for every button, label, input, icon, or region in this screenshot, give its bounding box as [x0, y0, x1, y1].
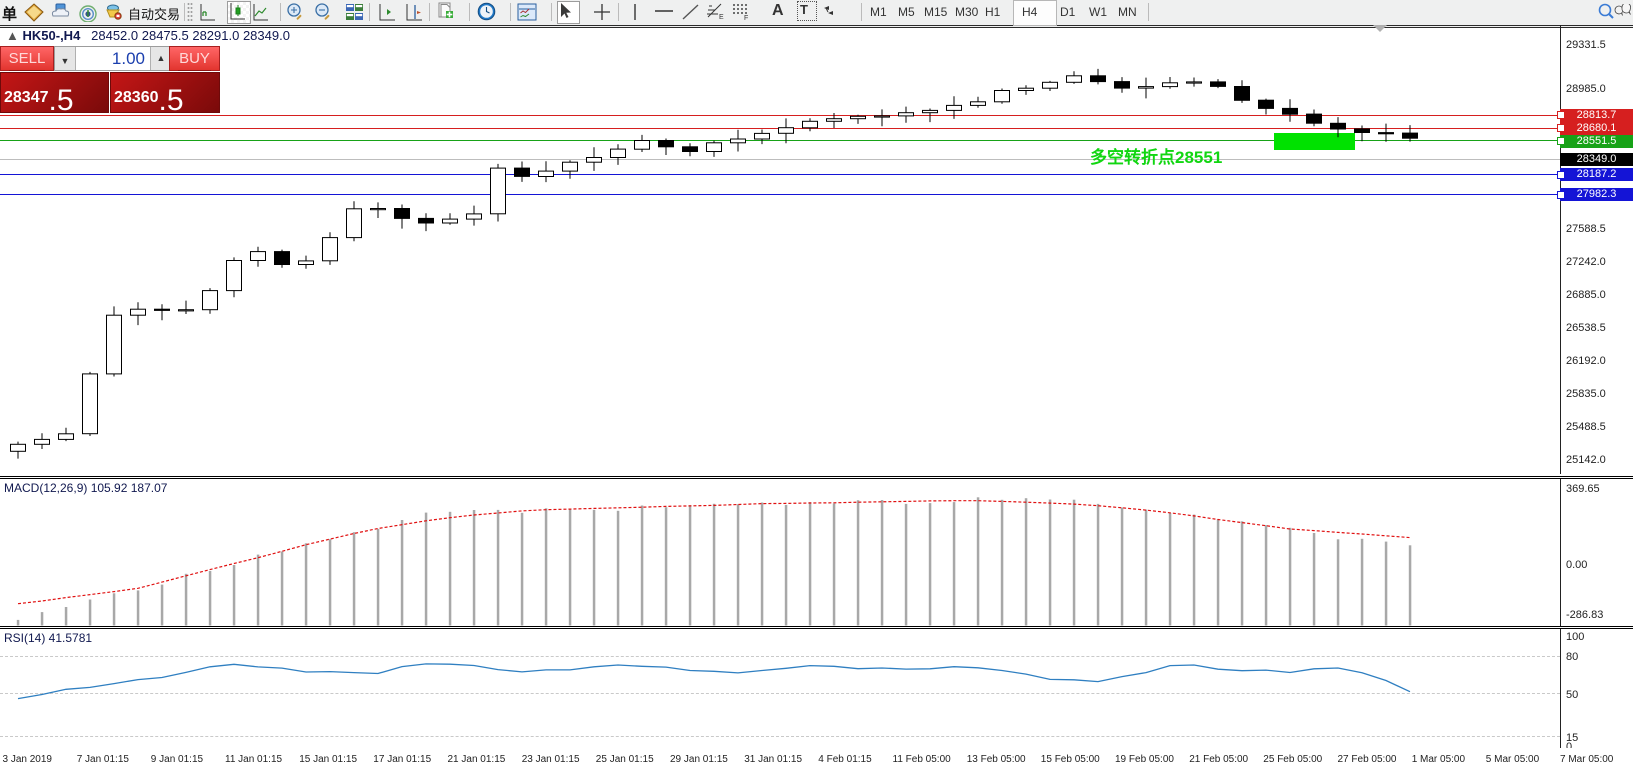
svg-text:E: E: [719, 14, 724, 21]
svg-text:F: F: [744, 15, 748, 21]
